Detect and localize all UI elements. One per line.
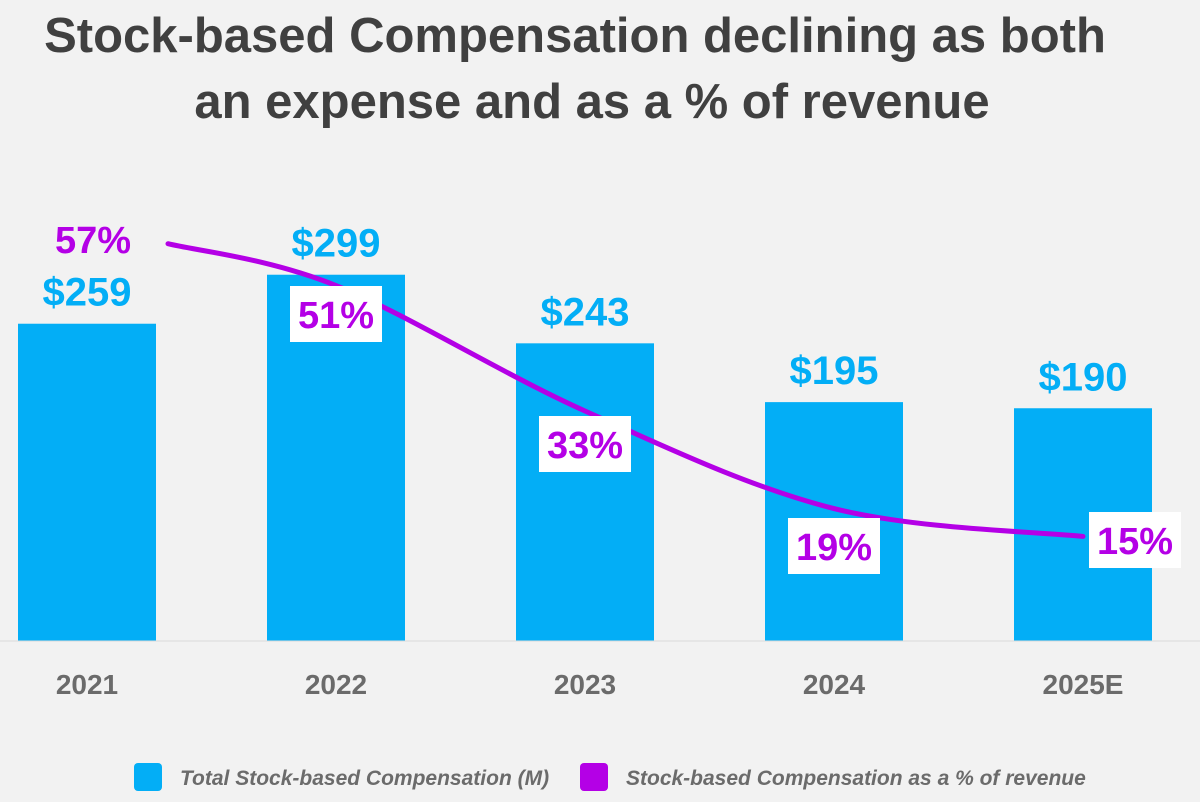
pct-label-2024: 19%: [796, 527, 872, 569]
chart-title-line-1: Stock-based Compensation declining as bo…: [44, 9, 1106, 63]
bar-value-label-2025E: $190: [1039, 355, 1128, 399]
x-tick-label-2024: 2024: [803, 669, 866, 700]
pct-label-box-2024: [788, 518, 880, 574]
pct-label-2025E: 15%: [1097, 521, 1173, 563]
legend-swatch-bar: [134, 763, 162, 791]
bar-2021: [18, 323, 156, 641]
legend-swatch-line: [580, 763, 608, 791]
x-tick-label-2025E: 2025E: [1043, 669, 1124, 700]
pct-label-box-2022: [290, 286, 382, 342]
pct-label-2023: 33%: [547, 425, 623, 467]
bar-value-label-2023: $243: [541, 290, 630, 334]
legend-label-bar: Total Stock-based Compensation (M): [180, 767, 549, 790]
bar-value-label-2024: $195: [790, 349, 879, 393]
bar-value-label-2022: $299: [292, 222, 381, 266]
pct-label-2021: 57%: [55, 220, 131, 262]
bar-value-label-2021: $259: [43, 271, 132, 315]
pct-label-box-2025E: [1089, 512, 1181, 568]
x-tick-label-2022: 2022: [305, 669, 367, 700]
legend-label-line: Stock-based Compensation as a % of reven…: [626, 767, 1086, 790]
x-tick-label-2023: 2023: [554, 669, 616, 700]
legend: Total Stock-based Compensation (M) Stock…: [134, 763, 1086, 791]
x-tick-label-2021: 2021: [56, 669, 118, 700]
pct-label-box-2023: [539, 416, 631, 472]
pct-line: [165, 241, 1086, 539]
pct-label-2022: 51%: [298, 295, 374, 337]
chart-title-line-2: an expense and as a % of revenue: [194, 75, 989, 129]
bar-2023: [516, 343, 654, 641]
